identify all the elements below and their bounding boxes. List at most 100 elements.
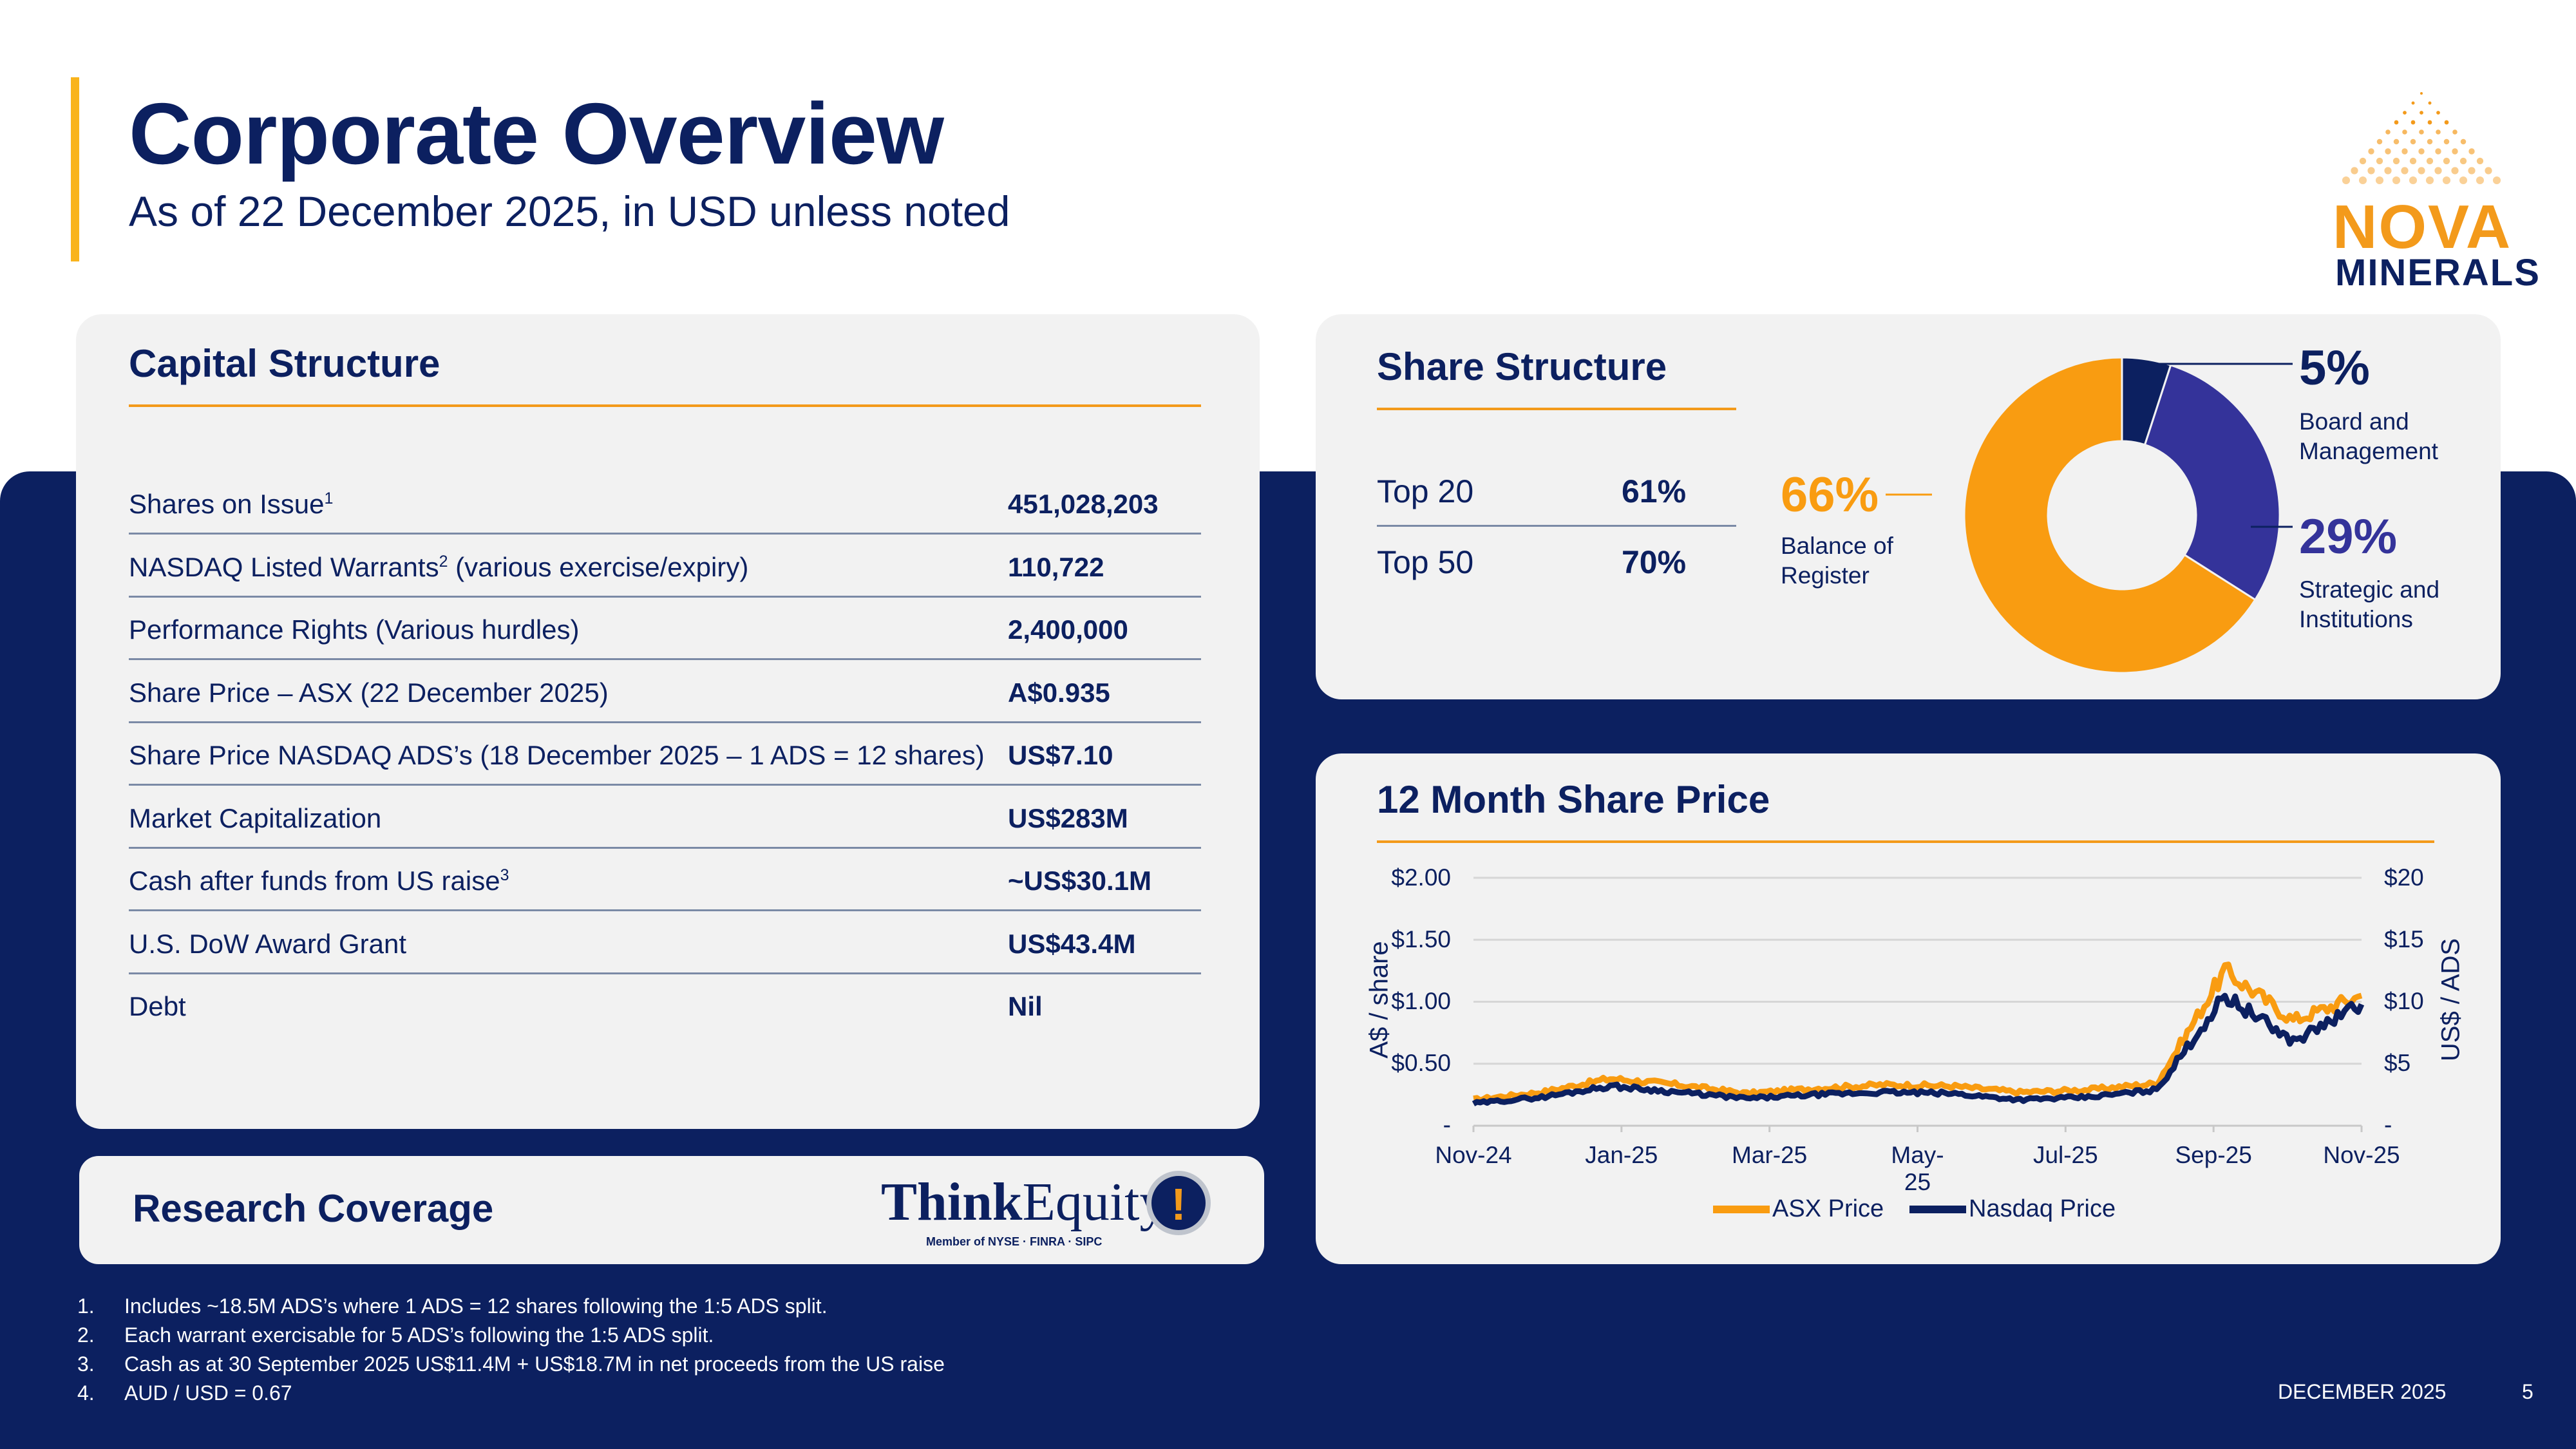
x-tick: Nov-24 bbox=[1435, 1142, 1512, 1168]
logo-dot bbox=[2351, 167, 2358, 175]
footnote-text: Each warrant exercisable for 5 ADS’s fol… bbox=[124, 1323, 714, 1347]
logo-dot bbox=[2443, 138, 2450, 145]
capital-structure-label: Share Price – ASX (22 December 2025) bbox=[129, 677, 609, 708]
share-structure-row-top20: Top 20 61% bbox=[1377, 457, 1736, 527]
strategic-institutions-desc: Strategic and Institutions bbox=[2299, 576, 2440, 632]
logo-dot bbox=[2427, 120, 2432, 125]
logo-dot bbox=[2468, 148, 2475, 155]
logo-dot bbox=[2401, 148, 2408, 155]
x-tick: Jan-25 bbox=[1585, 1142, 1658, 1168]
logo-dot bbox=[2459, 157, 2467, 165]
share-structure-row-top50: Top 50 70% bbox=[1377, 528, 1736, 598]
footnote: 4. AUD / USD = 0.67 bbox=[77, 1379, 1494, 1408]
left-tick: $1.00 bbox=[1391, 988, 1451, 1014]
x-tick: Mar-25 bbox=[1732, 1142, 1808, 1168]
capital-structure-label: Cash after funds from US raise3 bbox=[129, 866, 509, 896]
logo-dot bbox=[2460, 138, 2467, 145]
left-tick: $1.50 bbox=[1391, 926, 1451, 952]
capital-structure-label: Shares on Issue1 bbox=[129, 489, 334, 519]
footnote: 2. Each warrant exercisable for 5 ADS’s f… bbox=[77, 1321, 1494, 1350]
footer-date: DECEMBER 2025 bbox=[2278, 1380, 2447, 1403]
balance-register-desc: Balance of Register bbox=[1781, 533, 1893, 589]
logo-dot bbox=[2358, 176, 2367, 185]
logo-dot bbox=[2468, 167, 2476, 175]
capital-structure-value: ~US$30.1M bbox=[1008, 866, 1151, 896]
logo-dot bbox=[2426, 157, 2434, 165]
logo-dot bbox=[2409, 176, 2418, 185]
capital-structure-rule bbox=[129, 404, 1201, 407]
logo-dot bbox=[2403, 111, 2407, 115]
logo-dot bbox=[2410, 138, 2416, 145]
capital-structure-value: 110,722 bbox=[1008, 551, 1104, 582]
top20-value: 61% bbox=[1622, 473, 1687, 509]
capital-structure-row: NASDAQ Listed Warrants2 (various exercis… bbox=[129, 535, 1201, 598]
logo-dot bbox=[2367, 167, 2375, 175]
logo-dot bbox=[2452, 129, 2458, 135]
capital-structure-row: Performance Rights (Various hurdles) 2,40… bbox=[129, 598, 1201, 660]
capital-structure-value: A$0.935 bbox=[1008, 677, 1110, 708]
logo-dot bbox=[2368, 148, 2374, 155]
capital-structure-title: Capital Structure bbox=[129, 342, 440, 385]
capital-structure-row: Market Capitalization US$283M bbox=[129, 786, 1201, 849]
footnote-text: AUD / USD = 0.67 bbox=[124, 1381, 292, 1405]
asx-price-line bbox=[1473, 961, 2363, 1104]
logo-dot bbox=[2419, 129, 2424, 135]
capital-structure-label: NASDAQ Listed Warrants2 (various exercis… bbox=[129, 551, 749, 582]
logo-dot bbox=[2436, 129, 2441, 135]
capital-structure-value: 2,400,000 bbox=[1008, 614, 1128, 645]
footnote-text: Includes ~18.5M ADS’s where 1 ADS = 12 s… bbox=[124, 1294, 828, 1318]
logo-dot bbox=[2435, 148, 2441, 155]
logo-dot bbox=[2384, 167, 2392, 175]
logo-dot-pyramid-icon bbox=[2342, 92, 2501, 185]
legend-asx-label: ASX Price bbox=[1772, 1195, 1884, 1222]
logo-dot bbox=[2392, 176, 2401, 185]
logo-dot bbox=[2401, 167, 2409, 175]
logo-dot bbox=[2402, 129, 2407, 135]
top20-label: Top 20 bbox=[1377, 473, 1474, 509]
share-price-rule bbox=[1377, 840, 2434, 843]
logo-dot bbox=[2385, 129, 2391, 135]
left-axis-title: A$ / share bbox=[1365, 941, 1394, 1059]
logo-dot bbox=[2418, 167, 2425, 175]
thinkequity-logo: ThinkEquity Member of NYSE · FINRA · SIP… bbox=[881, 1171, 1216, 1251]
logo-dot bbox=[2443, 157, 2450, 165]
donut-slice bbox=[2143, 364, 2281, 601]
right-tick: $15 bbox=[2384, 926, 2424, 952]
right-tick: $10 bbox=[2384, 988, 2424, 1014]
footnote-number: 1. bbox=[77, 1294, 95, 1318]
logo-dot bbox=[2492, 176, 2501, 185]
logo-dot bbox=[2385, 148, 2391, 155]
capital-structure-label: Market Capitalization bbox=[129, 802, 382, 833]
footnotes: 1. Includes ~18.5M ADS’s where 1 ADS = 12… bbox=[77, 1292, 1494, 1408]
footnote-number: 3. bbox=[77, 1352, 95, 1376]
footnote-number: 4. bbox=[77, 1381, 95, 1405]
share-price-card bbox=[1316, 753, 2501, 1264]
logo-minerals-text: MINERALS bbox=[2335, 252, 2541, 294]
logo-dot bbox=[2427, 138, 2433, 145]
exclamation-icon: ! bbox=[1146, 1171, 1211, 1235]
logo-dot bbox=[2409, 157, 2417, 165]
legend-nasdaq-label: Nasdaq Price bbox=[1969, 1195, 2116, 1222]
logo-dot bbox=[2410, 120, 2416, 125]
right-tick: - bbox=[2384, 1112, 2392, 1138]
left-tick: $0.50 bbox=[1391, 1050, 1451, 1076]
logo-dot bbox=[2476, 157, 2484, 165]
capital-structure-row: Share Price – ASX (22 December 2025) A$0.… bbox=[129, 661, 1201, 723]
legend-asx: ASX Price bbox=[1713, 1195, 1884, 1223]
logo-dot bbox=[2359, 157, 2367, 165]
page-subtitle: As of 22 December 2025, in USD unless no… bbox=[129, 187, 1010, 235]
legend-nasdaq: Nasdaq Price bbox=[1909, 1195, 2116, 1223]
footnote: 1. Includes ~18.5M ADS’s where 1 ADS = 12… bbox=[77, 1292, 1494, 1321]
logo-dot bbox=[2420, 111, 2423, 115]
board-management-pct: 5% bbox=[2299, 341, 2370, 395]
left-tick: - bbox=[1443, 1112, 1451, 1138]
logo-dot bbox=[2444, 120, 2449, 125]
share-price-line-chart bbox=[1472, 876, 2365, 1132]
capital-structure-row: Share Price NASDAQ ADS’s (18 December 20… bbox=[129, 723, 1201, 786]
logo-dot bbox=[2376, 138, 2383, 145]
left-tick: $2.00 bbox=[1391, 864, 1451, 891]
x-tick: Nov-25 bbox=[2323, 1142, 2400, 1168]
capital-structure-row: Cash after funds from US raise3 ~US$30.1M bbox=[129, 849, 1201, 911]
thinkequity-think: Think bbox=[881, 1172, 1023, 1232]
right-axis-title: US$ / ADS bbox=[2436, 938, 2465, 1062]
